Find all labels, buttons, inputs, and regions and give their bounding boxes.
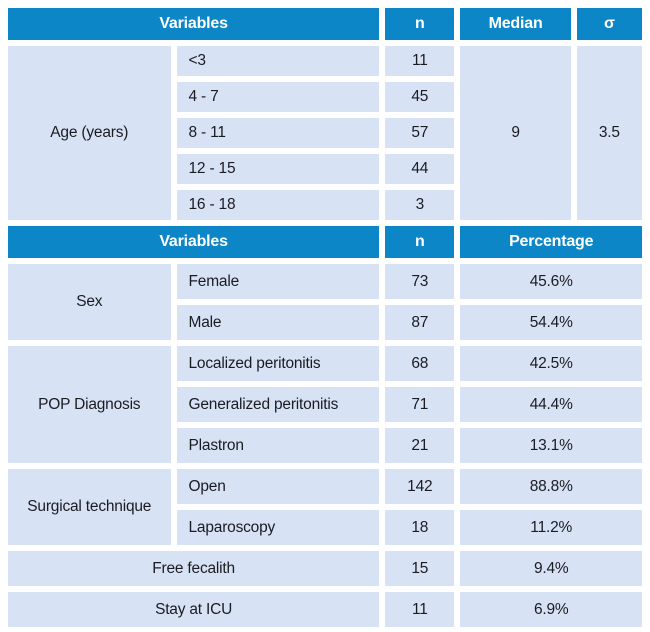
n-value-cell: 87	[385, 305, 455, 340]
percentage-value-cell: 42.5%	[460, 346, 642, 381]
table-row-surgical-0: Surgical technique Open 142 88.8%	[8, 469, 642, 545]
category-cell: Laparoscopy	[176, 510, 380, 545]
age-range-cell: 16 - 18	[176, 190, 380, 220]
n-value-cell: 45	[385, 82, 455, 112]
n-value-cell: 44	[385, 154, 455, 184]
percentage-value-cell: 6.9%	[460, 592, 642, 627]
n-value-cell: 3	[385, 190, 455, 220]
percentage-value-cell: 88.8%	[460, 469, 642, 504]
percentage-value-cell: 44.4%	[460, 387, 642, 422]
n-value-cell: 21	[385, 428, 455, 463]
age-range-cell: <3	[176, 46, 380, 76]
table-row-pop-2: Plastron 21 13.1%	[8, 428, 642, 463]
table-row-age-1: 4 - 7 45	[8, 82, 642, 112]
table-row-free-fecalith: Free fecalith 15 9.4%	[8, 551, 642, 586]
percentage-value-cell: 11.2%	[460, 510, 642, 545]
age-range-cell: 12 - 15	[176, 154, 380, 184]
table-row-pop-1: Generalized peritonitis 71 44.4%	[8, 387, 642, 422]
table-row-sex-0: Sex Female 73 45.6%	[8, 264, 642, 340]
column-header-sigma: σ	[576, 8, 642, 40]
column-header-percentage: Percentage	[460, 226, 642, 258]
header-row-1: Variables n Median σ	[8, 8, 642, 40]
row-label-free-fecalith: Free fecalith	[8, 551, 380, 586]
category-cell: Open	[176, 469, 380, 504]
group-label-age: Age (years)	[8, 46, 171, 220]
table-row-age-3: 12 - 15 44	[8, 154, 642, 184]
group-label-pop-diagnosis: POP Diagnosis	[8, 346, 171, 463]
age-range-cell: 8 - 11	[176, 118, 380, 148]
percentage-value-cell: 13.1%	[460, 428, 642, 463]
category-cell: Female	[176, 264, 380, 299]
n-value-cell: 71	[385, 387, 455, 422]
table-row-age-0: Age (years) <3 11 9 3.5	[8, 46, 642, 220]
n-value-cell: 57	[385, 118, 455, 148]
n-value-cell: 15	[385, 551, 455, 586]
column-header-n-1: n	[385, 8, 455, 40]
table-row-pop-0: POP Diagnosis Localized peritonitis 68 4…	[8, 346, 642, 463]
column-header-variables-2: Variables	[8, 226, 380, 258]
n-value-cell: 18	[385, 510, 455, 545]
group-label-sex: Sex	[8, 264, 171, 340]
column-header-n-2: n	[385, 226, 455, 258]
sigma-value-cell: 3.5	[576, 46, 642, 220]
n-value-cell: 68	[385, 346, 455, 381]
percentage-value-cell: 9.4%	[460, 551, 642, 586]
n-value-cell: 142	[385, 469, 455, 504]
category-cell: Male	[176, 305, 380, 340]
percentage-value-cell: 45.6%	[460, 264, 642, 299]
n-value-cell: 11	[385, 592, 455, 627]
category-cell: Generalized peritonitis	[176, 387, 380, 422]
percentage-value-cell: 54.4%	[460, 305, 642, 340]
age-range-cell: 4 - 7	[176, 82, 380, 112]
column-header-variables-1: Variables	[8, 8, 380, 40]
column-header-median: Median	[460, 8, 571, 40]
table-row-age-2: 8 - 11 57	[8, 118, 642, 148]
group-label-surgical-technique: Surgical technique	[8, 469, 171, 545]
table-row-stay-at-icu: Stay at ICU 11 6.9%	[8, 592, 642, 627]
header-row-2: Variables n Percentage	[8, 226, 642, 258]
row-label-stay-at-icu: Stay at ICU	[8, 592, 380, 627]
table-row-age-4: 16 - 18 3	[8, 190, 642, 220]
table-row-sex-1: Male 87 54.4%	[8, 305, 642, 340]
median-value-cell: 9	[460, 46, 571, 220]
n-value-cell: 73	[385, 264, 455, 299]
table-row-surgical-1: Laparoscopy 18 11.2%	[8, 510, 642, 545]
category-cell: Plastron	[176, 428, 380, 463]
category-cell: Localized peritonitis	[176, 346, 380, 381]
n-value-cell: 11	[385, 46, 455, 76]
